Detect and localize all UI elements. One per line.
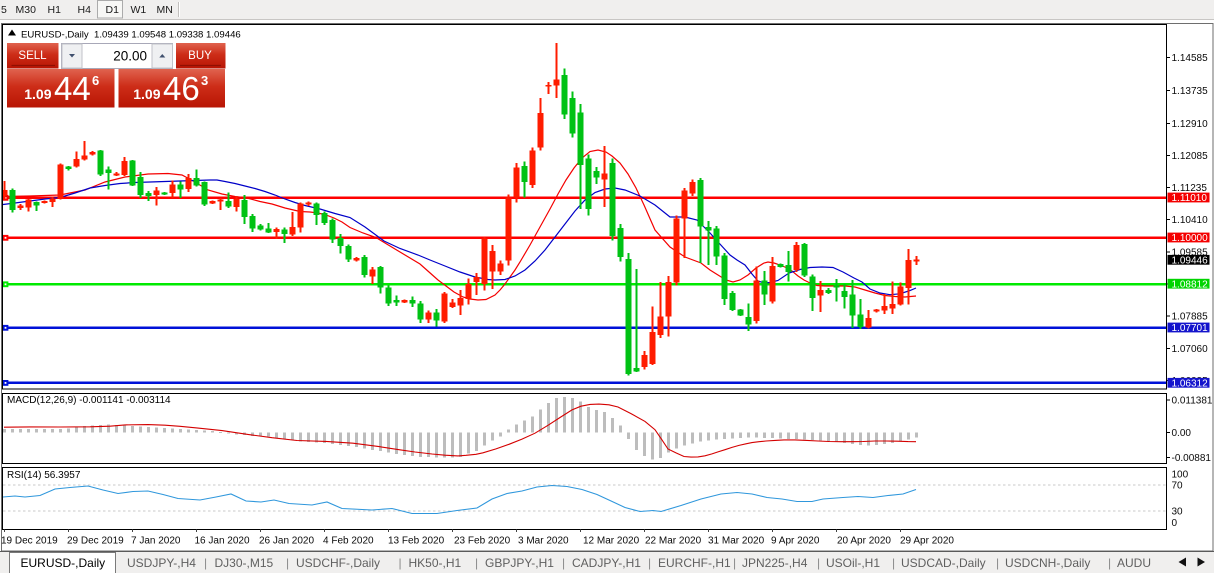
svg-text:EURUSD-,Daily: EURUSD-,Daily xyxy=(21,556,106,570)
svg-text:29 Apr 2020: 29 Apr 2020 xyxy=(900,536,954,547)
svg-text:USDCHF-,Daily: USDCHF-,Daily xyxy=(296,556,380,570)
svg-text:19 Dec 2019: 19 Dec 2019 xyxy=(1,536,58,547)
svg-text:1.09: 1.09 xyxy=(24,86,51,102)
svg-text:4 Feb 2020: 4 Feb 2020 xyxy=(323,536,374,547)
svg-text:RSI(14) 56.3957: RSI(14) 56.3957 xyxy=(7,470,81,481)
svg-text:EURCHF-,H1: EURCHF-,H1 xyxy=(658,556,731,570)
svg-text:EURUSD-,Daily 1.09439 1.09548: EURUSD-,Daily 1.09439 1.09548 1.09338 1.… xyxy=(21,30,241,41)
svg-text:CADJPY-,H1: CADJPY-,H1 xyxy=(572,556,641,570)
svg-text:5: 5 xyxy=(1,4,7,16)
svg-text:1.13735: 1.13735 xyxy=(1172,86,1209,97)
svg-text:0.011381: 0.011381 xyxy=(1172,395,1213,406)
svg-text:M30: M30 xyxy=(16,4,37,16)
svg-text:30: 30 xyxy=(1172,506,1184,517)
svg-text:JPN225-,H4: JPN225-,H4 xyxy=(742,556,808,570)
svg-text:1.10410: 1.10410 xyxy=(1172,215,1209,226)
svg-text:3: 3 xyxy=(201,73,208,88)
svg-text:USDJPY-,H4: USDJPY-,H4 xyxy=(127,556,196,570)
svg-text:20.00: 20.00 xyxy=(113,49,147,64)
svg-text:H4: H4 xyxy=(78,4,92,16)
svg-text:12 Mar 2020: 12 Mar 2020 xyxy=(583,536,640,547)
svg-text:44: 44 xyxy=(54,70,91,107)
svg-text:SELL: SELL xyxy=(18,50,47,62)
svg-text:MACD(12,26,9) -0.001141 -0.003: MACD(12,26,9) -0.001141 -0.003114 xyxy=(7,395,171,406)
svg-text:-0.00881: -0.00881 xyxy=(1172,453,1212,464)
svg-text:D1: D1 xyxy=(106,4,120,16)
svg-text:GBPJPY-,H1: GBPJPY-,H1 xyxy=(485,556,554,570)
svg-text:22 Mar 2020: 22 Mar 2020 xyxy=(645,536,702,547)
svg-text:0.00: 0.00 xyxy=(1172,428,1192,439)
svg-text:1.07885: 1.07885 xyxy=(1172,312,1209,323)
svg-text:1.10000: 1.10000 xyxy=(1172,233,1209,244)
svg-text:1.07701: 1.07701 xyxy=(1172,323,1209,334)
svg-text:1.14585: 1.14585 xyxy=(1172,53,1209,64)
svg-text:1.09585: 1.09585 xyxy=(1172,247,1209,258)
svg-text:1.06312: 1.06312 xyxy=(1172,378,1209,389)
svg-text:1.12910: 1.12910 xyxy=(1172,119,1209,130)
svg-text:23 Feb 2020: 23 Feb 2020 xyxy=(454,536,511,547)
svg-text:1.07060: 1.07060 xyxy=(1172,344,1209,355)
svg-text:1.12085: 1.12085 xyxy=(1172,151,1209,162)
svg-text:70: 70 xyxy=(1172,481,1184,492)
svg-text:|: | xyxy=(1108,556,1111,570)
svg-text:|: | xyxy=(733,556,736,570)
svg-text:USOil-,H1: USOil-,H1 xyxy=(826,556,880,570)
svg-text:H1: H1 xyxy=(48,4,62,16)
svg-text:1.09446: 1.09446 xyxy=(1172,255,1209,266)
svg-text:1.09: 1.09 xyxy=(133,86,160,102)
svg-text:|: | xyxy=(817,556,820,570)
svg-text:29 Dec 2019: 29 Dec 2019 xyxy=(67,536,124,547)
svg-text:|: | xyxy=(996,556,999,570)
svg-text:W1: W1 xyxy=(131,4,147,16)
svg-text:100: 100 xyxy=(1172,469,1189,480)
svg-text:20 Apr 2020: 20 Apr 2020 xyxy=(837,536,891,547)
svg-text:1.11235: 1.11235 xyxy=(1172,183,1208,194)
svg-text:46: 46 xyxy=(163,70,200,107)
svg-text:1.11010: 1.11010 xyxy=(1172,193,1208,204)
svg-text:31 Mar 2020: 31 Mar 2020 xyxy=(708,536,765,547)
svg-text:|: | xyxy=(648,556,651,570)
svg-text:|: | xyxy=(399,556,402,570)
svg-text:DJ30-,M15: DJ30-,M15 xyxy=(215,556,274,570)
svg-text:USDCAD-,Daily: USDCAD-,Daily xyxy=(901,556,986,570)
svg-text:16 Jan 2020: 16 Jan 2020 xyxy=(195,536,250,547)
svg-text:|: | xyxy=(204,556,207,570)
svg-text:9 Apr 2020: 9 Apr 2020 xyxy=(771,536,820,547)
svg-text:MN: MN xyxy=(157,4,173,16)
svg-text:7 Jan 2020: 7 Jan 2020 xyxy=(131,536,181,547)
svg-text:HK50-,H1: HK50-,H1 xyxy=(409,556,462,570)
svg-text:BUY: BUY xyxy=(188,50,212,62)
svg-text:|: | xyxy=(475,556,478,570)
svg-text:USDCNH-,Daily: USDCNH-,Daily xyxy=(1005,556,1090,570)
svg-text:1.08812: 1.08812 xyxy=(1172,279,1209,290)
svg-text:|: | xyxy=(892,556,895,570)
svg-text:6: 6 xyxy=(92,73,99,88)
svg-text:AUDU: AUDU xyxy=(1117,556,1151,570)
svg-text:|: | xyxy=(562,556,565,570)
svg-text:26 Jan 2020: 26 Jan 2020 xyxy=(259,536,314,547)
svg-text:|: | xyxy=(286,556,289,570)
svg-text:13 Feb 2020: 13 Feb 2020 xyxy=(388,536,445,547)
svg-text:0: 0 xyxy=(1172,518,1178,529)
svg-text:3 Mar 2020: 3 Mar 2020 xyxy=(518,536,569,547)
